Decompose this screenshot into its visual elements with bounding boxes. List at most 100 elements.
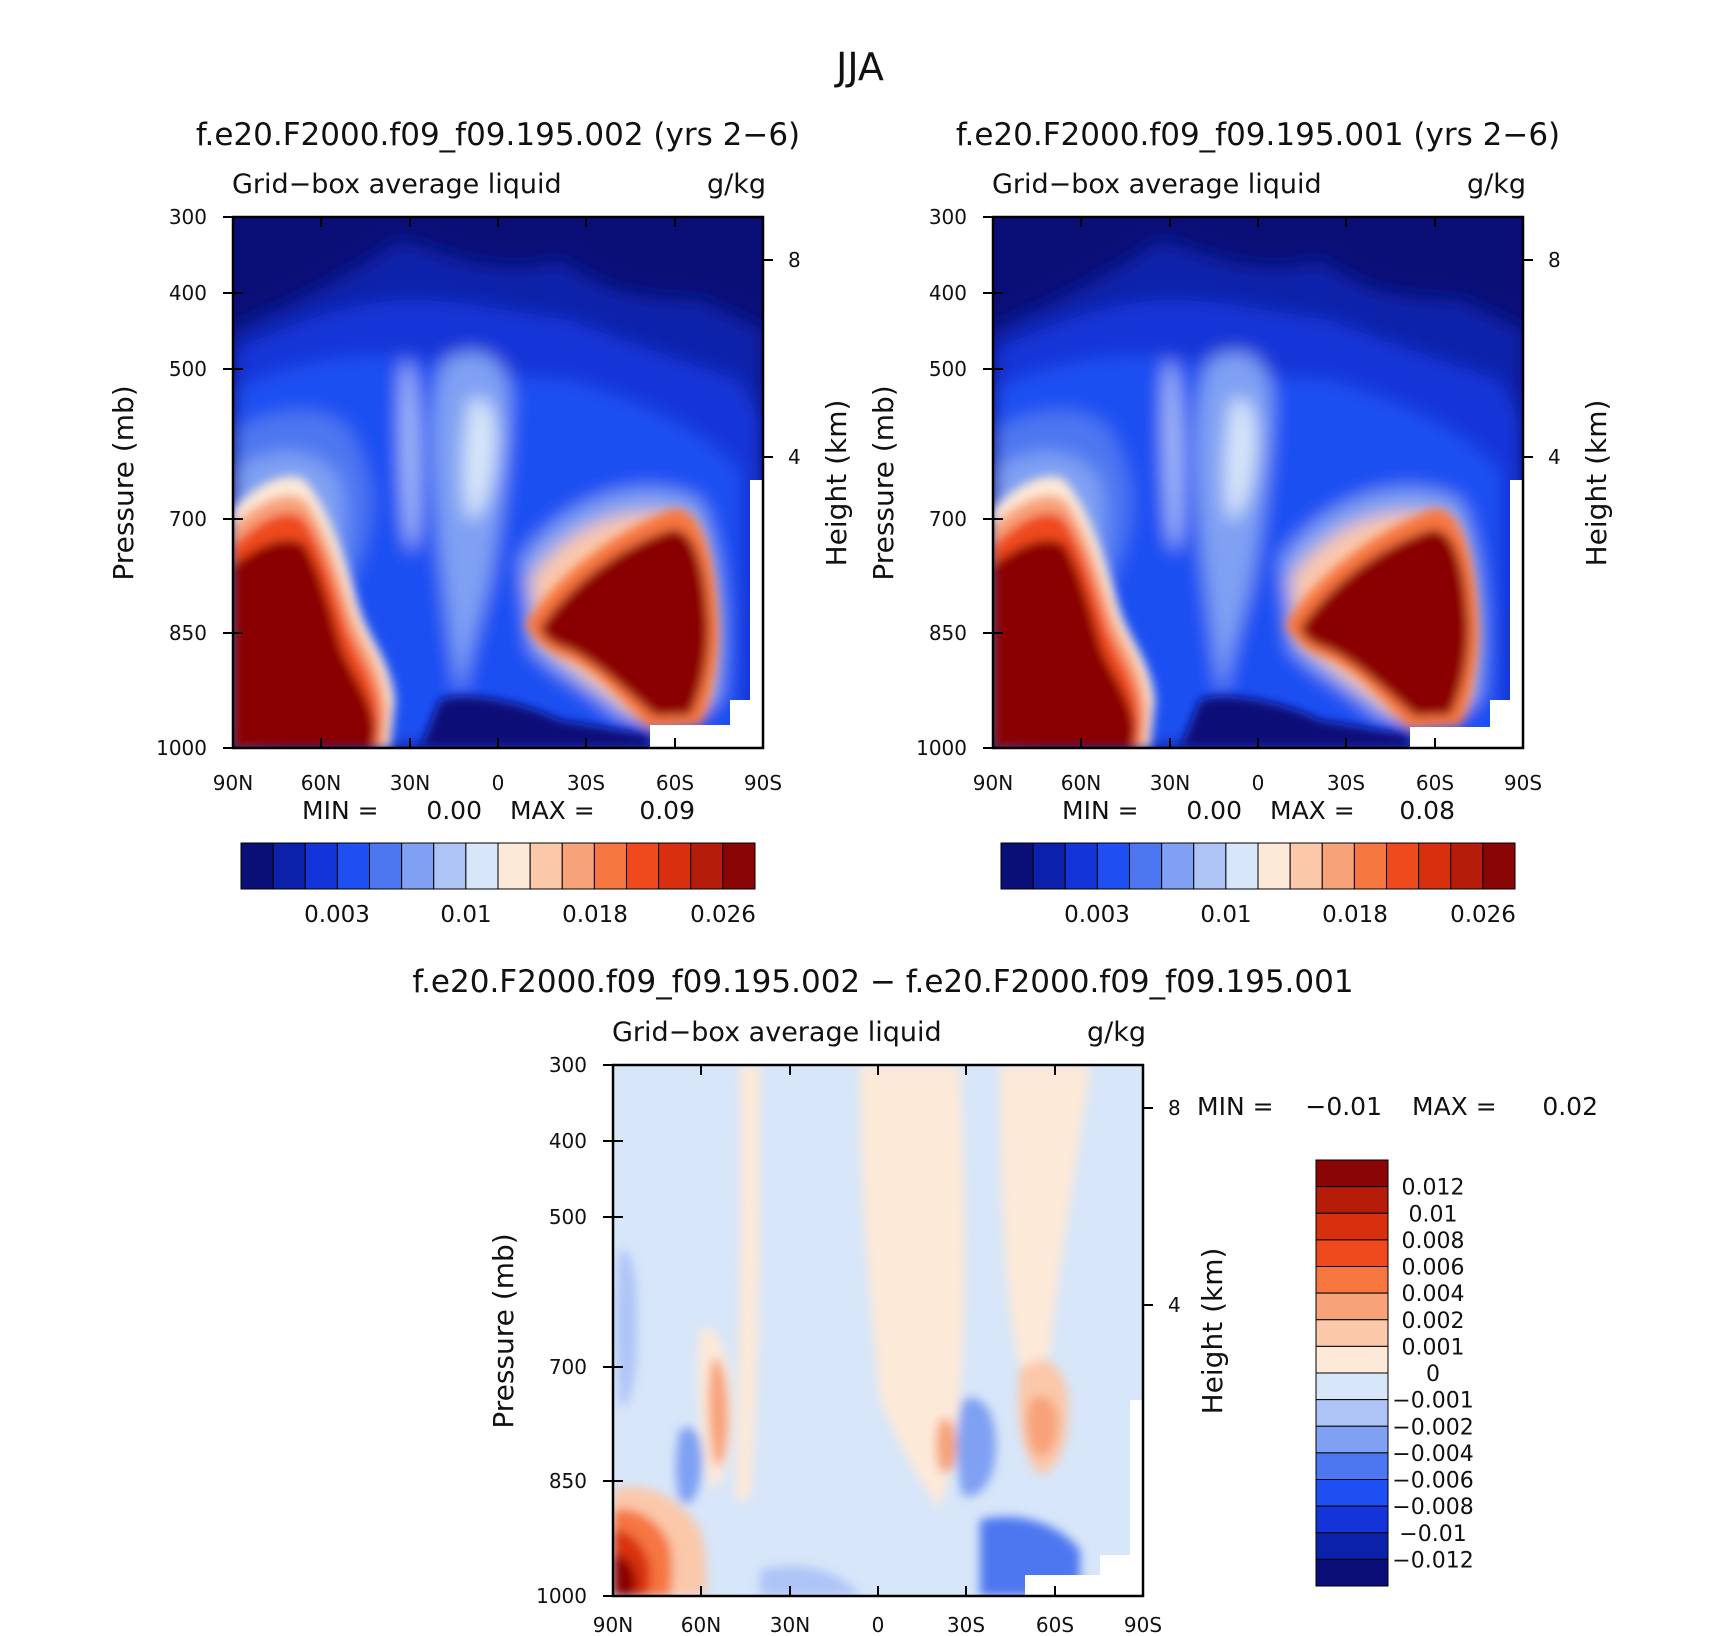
- colorbar-swatches: [1000, 842, 1516, 890]
- panel-left: f.e20.F2000.f09_f09.195.002 (yrs 2−6) Gr…: [107, 117, 853, 928]
- x-tick-label: 90S: [744, 771, 782, 795]
- colorbar-swatch: [497, 842, 531, 890]
- colorbar-swatch: [1315, 1239, 1389, 1268]
- colorbar-swatch: [1225, 842, 1259, 890]
- colorbar-swatch: [1257, 842, 1291, 890]
- y-tick-label: 1000: [156, 736, 207, 760]
- x-tick-label: 60S: [656, 771, 694, 795]
- colorbar-swatch: [1482, 842, 1516, 890]
- units-label: g/kg: [707, 169, 766, 200]
- panel-right: f.e20.F2000.f09_f09.195.001 (yrs 2−6) Gr…: [867, 117, 1613, 928]
- colorbar-swatch: [1315, 1319, 1389, 1347]
- colorbar-label: 0.01: [1409, 1202, 1458, 1227]
- colorbar-label: −0.01: [1399, 1522, 1466, 1547]
- colorbar-swatch: [1315, 1425, 1389, 1454]
- contour-field: [613, 1065, 1143, 1596]
- y-tick-label: 400: [549, 1129, 587, 1153]
- colorbar: 0.003 0.01 0.018 0.026: [1000, 842, 1516, 928]
- y-axis-label: Pressure (mb): [107, 385, 140, 580]
- y-axis: 300 400 500 700 850 1000 Pressure (mb): [867, 205, 1003, 760]
- x-tick-label: 30N: [390, 771, 430, 795]
- colorbar-swatch: [1315, 1399, 1389, 1427]
- figure-title: JJA: [834, 45, 884, 89]
- colorbar-label: 0.006: [1402, 1256, 1465, 1281]
- y2-tick-label: 4: [1168, 1293, 1181, 1317]
- max-value: 0.08: [1399, 796, 1455, 825]
- panel-title: f.e20.F2000.f09_f09.195.001 (yrs 2−6): [956, 117, 1560, 153]
- x-tick-label: 30N: [1150, 771, 1190, 795]
- x-tick-label: 30S: [947, 1613, 985, 1636]
- colorbar-swatch: [1315, 1186, 1389, 1214]
- y-axis: 300 400 500 700 850 1000 Pressure (mb): [107, 205, 243, 760]
- colorbar-swatch: [1315, 1558, 1389, 1587]
- colorbar-swatch: [658, 842, 692, 890]
- max-label: MAX =: [1412, 1092, 1497, 1121]
- colorbar-swatch: [529, 842, 563, 890]
- min-max-stats: MIN = −0.01 MAX = 0.02: [1197, 1092, 1598, 1121]
- colorbar: 0.0120.010.0080.0060.0040.0020.0010−0.00…: [1315, 1159, 1474, 1587]
- contour-field: [993, 217, 1523, 748]
- y-tick-label: 1000: [916, 736, 967, 760]
- x-axis: 90N 60N 30N 0 30S 60S 90S: [593, 1065, 1162, 1636]
- colorbar-label: 0.012: [1402, 1176, 1465, 1201]
- colorbar-label: 0.026: [690, 902, 756, 928]
- min-value: −0.01: [1305, 1092, 1382, 1121]
- colorbar-swatch: [1315, 1159, 1389, 1188]
- y-tick-label: 500: [929, 357, 967, 381]
- x-tick-label: 60N: [681, 1613, 721, 1636]
- variable-label: Grid−box average liquid: [992, 169, 1322, 200]
- variable-label: Grid−box average liquid: [232, 169, 562, 200]
- panel-title: f.e20.F2000.f09_f09.195.002 − f.e20.F200…: [412, 964, 1353, 1000]
- colorbar-swatch: [593, 842, 628, 890]
- colorbar-labels: 0.0120.010.0080.0060.0040.0020.0010−0.00…: [1392, 1176, 1473, 1574]
- colorbar-swatch: [690, 842, 724, 890]
- colorbar-label: 0: [1426, 1362, 1440, 1387]
- colorbar-label: 0.01: [440, 902, 491, 928]
- y2-tick-label: 4: [788, 445, 801, 469]
- min-label: MIN =: [302, 796, 379, 825]
- colorbar-swatch: [272, 842, 306, 890]
- colorbar-swatch: [369, 842, 403, 890]
- y2-axis-label: Height (km): [1580, 400, 1613, 567]
- min-label: MIN =: [1197, 1092, 1274, 1121]
- colorbar-swatch: [1315, 1372, 1389, 1401]
- colorbar-swatch: [401, 842, 435, 890]
- max-label: MAX =: [510, 796, 595, 825]
- colorbar-label: −0.012: [1392, 1548, 1473, 1573]
- y-tick-label: 1000: [536, 1584, 587, 1608]
- x-tick-label: 60N: [301, 771, 341, 795]
- colorbar-label: 0.026: [1450, 902, 1516, 928]
- x-tick-label: 0: [492, 771, 505, 795]
- x-tick-label: 60N: [1061, 771, 1101, 795]
- units-label: g/kg: [1087, 1017, 1146, 1048]
- x-tick-label: 90N: [213, 771, 253, 795]
- max-value: 0.02: [1542, 1092, 1598, 1121]
- colorbar-swatch: [1289, 842, 1323, 890]
- y-tick-label: 500: [549, 1205, 587, 1229]
- colorbar-swatch: [1193, 842, 1227, 890]
- units-label: g/kg: [1467, 169, 1526, 200]
- colorbar-label: 0.018: [1322, 902, 1388, 928]
- y-tick-label: 700: [549, 1355, 587, 1379]
- colorbar-swatch: [561, 842, 595, 890]
- colorbar-swatch: [722, 842, 756, 890]
- y-axis: 300 400 500 700 850 1000 Pressure (mb): [487, 1053, 623, 1608]
- colorbar-swatches: [1315, 1159, 1389, 1587]
- y2-tick-label: 8: [1168, 1096, 1181, 1120]
- y2-tick-label: 8: [788, 248, 801, 272]
- colorbar-swatch: [465, 842, 499, 890]
- y-tick-label: 850: [929, 621, 967, 645]
- x-axis: 90N 60N 30N 0 30S 60S 90S: [213, 217, 782, 795]
- x-tick-label: 30S: [1327, 771, 1365, 795]
- colorbar-swatch: [1129, 842, 1163, 890]
- colorbar-swatch: [1315, 1505, 1389, 1534]
- colorbar-swatch: [1315, 1266, 1389, 1294]
- y-tick-label: 700: [169, 507, 207, 531]
- x-tick-label: 90N: [973, 771, 1013, 795]
- colorbar-label: 0.008: [1402, 1229, 1465, 1254]
- min-max-stats: MIN = 0.00 MAX = 0.09: [302, 796, 695, 825]
- colorbar-label: 0.004: [1402, 1282, 1465, 1307]
- max-label: MAX =: [1270, 796, 1355, 825]
- y-tick-label: 400: [929, 281, 967, 305]
- y2-axis-label: Height (km): [1196, 1248, 1229, 1415]
